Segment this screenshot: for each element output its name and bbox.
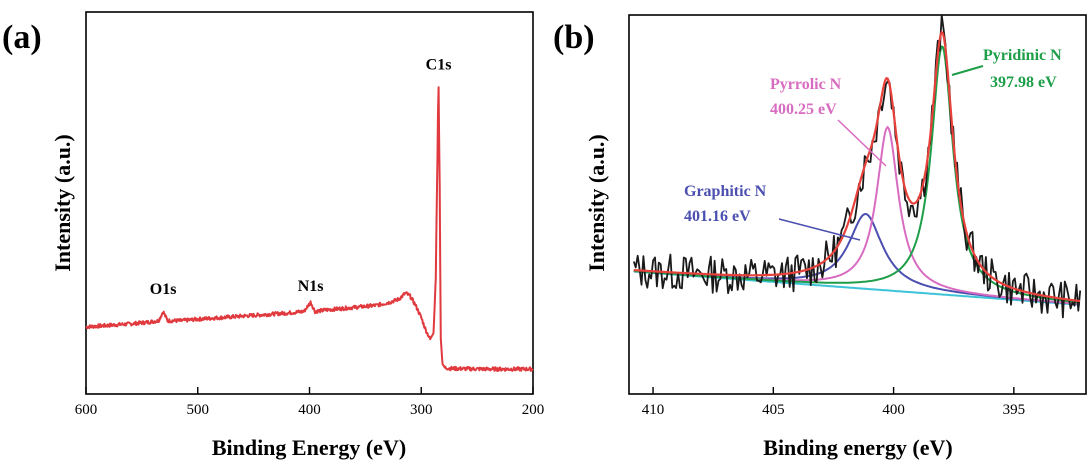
peak-label-o1s: O1s xyxy=(150,281,177,298)
panel-b-x-axis-title: Binding energy (eV) xyxy=(763,435,952,460)
panel-b-x-tick-label: 410 xyxy=(642,402,665,418)
pyridinic-n-label: Pyridinic N xyxy=(983,47,1062,64)
panel-a: (a) 600 500 400 300 200 O1s N1s C1s Binding En… xyxy=(2,11,545,460)
annotation-graphitic-n: Graphitic N 401.16 eV xyxy=(684,183,861,241)
pyridinic-n-energy: 397.98 eV xyxy=(990,74,1057,91)
panel-b-x-tick-label: 405 xyxy=(762,402,785,418)
peak-label-c1s: C1s xyxy=(426,56,452,73)
pyrrolic-n-label: Pyrrolic N xyxy=(770,76,842,93)
graphitic-n-arrow xyxy=(778,218,861,241)
panel-b: (b) 410 405 400 395 Pyridinic N 397.98 eV P… xyxy=(553,14,1087,460)
peak-label-n1s: N1s xyxy=(298,278,324,295)
panel-a-x-ticks: 600 500 400 300 200 xyxy=(75,387,545,418)
annotation-pyrrolic-n: Pyrrolic N 400.25 eV xyxy=(770,76,887,167)
panel-a-x-axis-title: Binding Energy (eV) xyxy=(212,435,406,460)
panel-a-x-tick-label: 400 xyxy=(298,402,321,418)
panel-b-x-tick-label: 400 xyxy=(882,402,905,418)
panel-a-frame xyxy=(85,11,534,395)
panel-b-x-tick-label: 395 xyxy=(1003,402,1026,418)
panel-a-y-axis-title: Intensity (a.u.) xyxy=(50,134,75,272)
graphitic-n-label: Graphitic N xyxy=(684,183,767,200)
panel-a-x-tick-label: 300 xyxy=(410,402,433,418)
panel-a-label: (a) xyxy=(2,19,42,56)
graphitic-n-energy: 401.16 eV xyxy=(684,208,751,225)
panel-b-frame xyxy=(628,14,1087,395)
pyrrolic-n-energy: 400.25 eV xyxy=(770,101,837,118)
panel-a-x-tick-label: 500 xyxy=(187,402,210,418)
panel-b-label: (b) xyxy=(553,19,595,56)
panel-a-annotations: O1s N1s C1s xyxy=(150,56,452,298)
panel-b-x-ticks: 410 405 400 395 xyxy=(642,387,1025,418)
panel-a-x-tick-label: 200 xyxy=(522,402,545,418)
panel-a-x-tick-label: 600 xyxy=(75,402,98,418)
fit-envelope-line xyxy=(633,30,1081,303)
annotation-pyridinic-n: Pyridinic N 397.98 eV xyxy=(951,47,1062,91)
panel-b-y-axis-title: Intensity (a.u.) xyxy=(584,134,609,272)
survey-spectrum-line xyxy=(85,86,534,372)
pyridinic-n-arrow xyxy=(951,65,984,76)
pyrrolic-n-arrow xyxy=(837,119,887,167)
